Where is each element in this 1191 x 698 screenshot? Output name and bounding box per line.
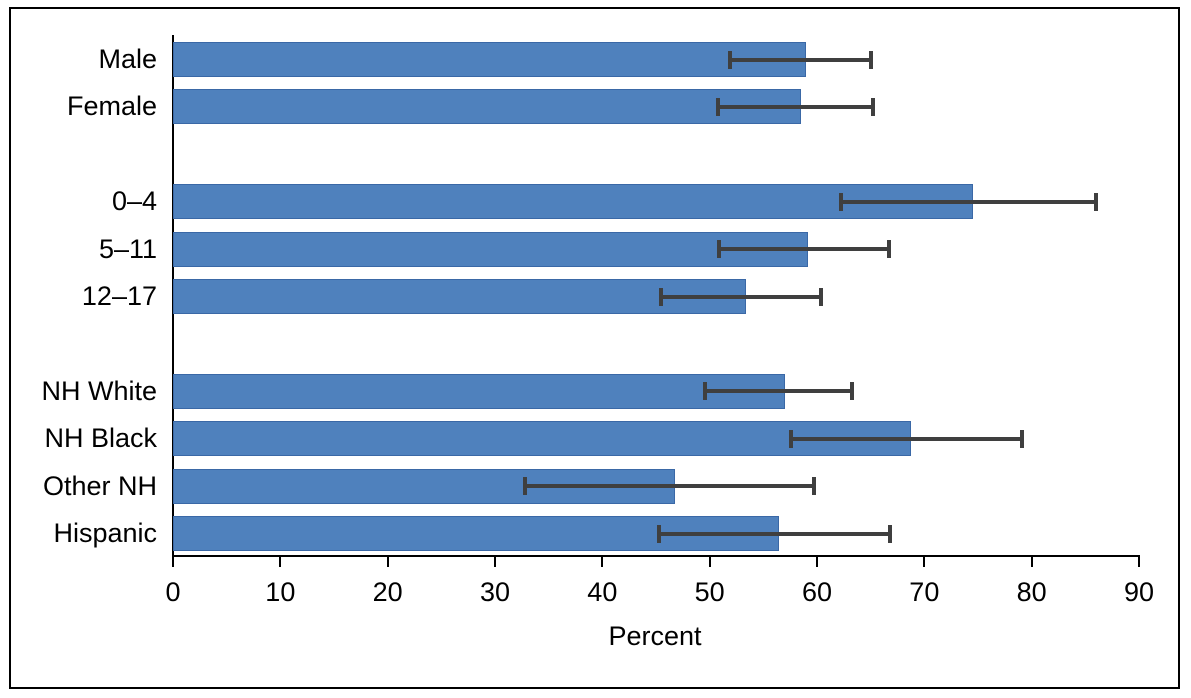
x-tick-label-60: 60	[801, 577, 833, 607]
error-bar-line	[791, 436, 1023, 441]
category-label-NH White: NH White	[41, 375, 157, 406]
x-tick	[279, 557, 282, 567]
error-bar-cap-high	[811, 477, 816, 496]
error-bar-line	[661, 294, 822, 299]
error-bar-line	[525, 484, 814, 489]
bar-NH Black	[173, 421, 912, 457]
bar-5–11	[173, 231, 809, 267]
x-tick	[816, 557, 818, 567]
x-tick	[172, 557, 174, 567]
error-bar-line	[659, 531, 891, 536]
error-bar-cap-high	[870, 97, 875, 116]
x-tick	[494, 557, 496, 567]
error-bar-cap-high	[819, 287, 824, 306]
x-tick-label-70: 70	[909, 577, 940, 607]
error-bar-cap-high	[1094, 192, 1099, 211]
error-bar-cap-low	[659, 287, 664, 306]
x-tick	[1030, 557, 1033, 567]
error-bar-cap-high	[868, 50, 873, 69]
error-bar-cap-low	[838, 192, 843, 211]
x-tick	[386, 557, 389, 567]
x-tick-label-80: 80	[1016, 577, 1047, 607]
error-bar-cap-low	[657, 524, 662, 543]
error-bar-cap-low	[728, 50, 733, 69]
x-tick	[923, 557, 926, 567]
error-bar-cap-low	[716, 97, 721, 116]
error-bar-cap-high	[886, 240, 891, 259]
bar-NH White	[173, 373, 785, 409]
x-tick-label-20: 20	[372, 577, 403, 607]
category-label-Other NH: Other NH	[42, 470, 157, 501]
x-tick-label-90: 90	[1123, 577, 1155, 607]
category-label-Male: Male	[98, 44, 157, 74]
bar-12–17	[173, 279, 747, 314]
category-label-Hispanic: Hispanic	[53, 518, 157, 548]
error-bar-cap-low	[703, 382, 708, 401]
error-bar-line	[719, 247, 889, 252]
bar-Male	[173, 42, 807, 77]
x-tick-label-10: 10	[265, 577, 296, 607]
error-bar-line	[840, 199, 1097, 204]
error-bar-line	[730, 57, 871, 62]
bar-Female	[173, 89, 801, 125]
error-bar-cap-low	[789, 429, 794, 448]
error-bar-cap-high	[850, 382, 855, 401]
x-tick	[1138, 557, 1140, 567]
x-axis-line	[172, 555, 1140, 557]
error-bar-cap-high	[888, 524, 893, 543]
x-tick-label-0: 0	[165, 577, 181, 607]
x-tick	[601, 557, 604, 567]
error-bar-cap-low	[523, 477, 528, 496]
x-tick-label-50: 50	[694, 577, 725, 607]
x-axis-title: Percent	[608, 621, 702, 651]
error-bar-line	[705, 389, 853, 394]
x-tick	[708, 557, 711, 567]
x-tick-label-30: 30	[479, 577, 511, 607]
category-label-NH Black: NH Black	[44, 423, 157, 454]
error-bar-cap-high	[1020, 429, 1025, 448]
x-tick-label-40: 40	[587, 577, 618, 607]
error-bar-cap-low	[717, 240, 722, 259]
category-label-0–4: 0–4	[111, 186, 157, 217]
category-label-Female: Female	[66, 91, 157, 122]
category-label-5–11: 5–11	[98, 233, 157, 264]
category-label-12–17: 12–17	[81, 281, 157, 311]
error-bar-line	[718, 104, 873, 109]
